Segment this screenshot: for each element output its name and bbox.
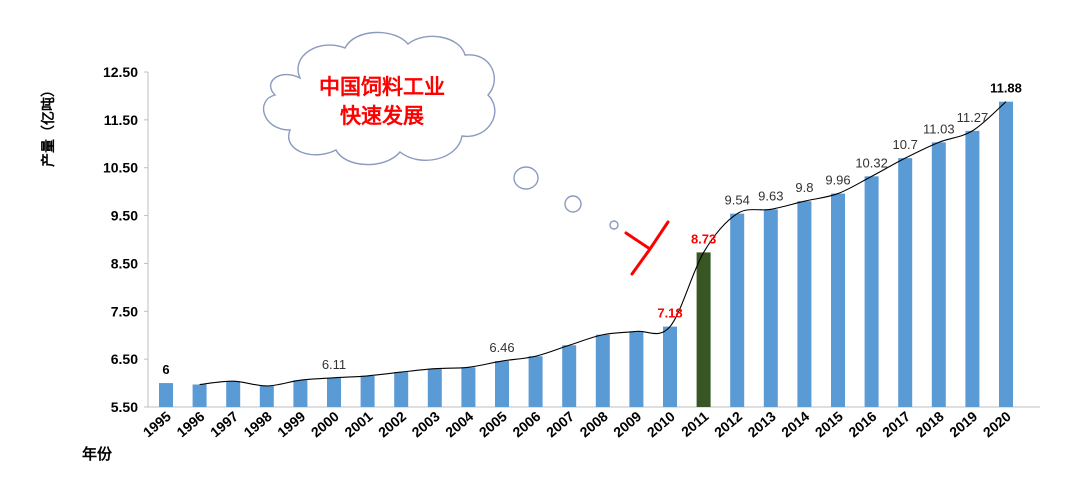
thought-bubble-medium	[564, 195, 582, 213]
thought-cloud-annotation: 中国饲料工业 快速发展	[263, 31, 670, 276]
cloud-text-line-1: 中国饲料工业	[319, 75, 445, 99]
x-tick-label-1999: 1999	[274, 408, 308, 440]
data-label-1995: 6	[162, 362, 169, 377]
bar-2009	[629, 331, 644, 407]
bar-2020	[999, 101, 1013, 408]
bar-highlight-2011	[696, 252, 711, 407]
bar-2007	[562, 345, 577, 407]
y-tick-label: 8.50	[111, 255, 138, 271]
cloud-text-line-2: 快速发展	[340, 104, 424, 128]
y-tick-label: 5.50	[111, 399, 138, 415]
x-tick-label-1997: 1997	[207, 408, 241, 440]
bar-2003	[427, 368, 442, 407]
x-tick-label-2004: 2004	[442, 408, 476, 440]
y-tick-label: 7.50	[111, 303, 138, 319]
bar-1999	[293, 380, 308, 407]
bar-2002	[394, 372, 409, 407]
x-tick-label-2006: 2006	[509, 408, 543, 440]
trendline-group	[199, 101, 1007, 387]
x-tick-label-2002: 2002	[375, 408, 409, 440]
x-tick-label-1995: 1995	[140, 408, 174, 440]
data-label-2017: 10.7	[893, 137, 918, 152]
data-label-2000: 6.11	[322, 357, 346, 372]
x-tick-label-2016: 2016	[845, 408, 879, 440]
bar-2005	[495, 361, 509, 407]
y-tick-label: 10.50	[103, 160, 138, 176]
cloud-shape	[263, 31, 496, 166]
bar-2008	[595, 334, 610, 407]
y-tick-label: 12.50	[103, 64, 138, 80]
bar-2000	[327, 377, 341, 407]
data-label-2011: 8.73	[691, 231, 716, 246]
x-tick-label-2019: 2019	[946, 408, 980, 440]
data-label-2005: 6.46	[489, 340, 514, 355]
x-tick-label-1996: 1996	[173, 408, 207, 440]
breakpoint-marker	[624, 220, 670, 276]
x-tick-label-2014: 2014	[778, 408, 812, 440]
bar-2012	[730, 213, 745, 407]
bar-2018	[931, 142, 946, 407]
data-label-2020: 11.88	[990, 81, 1022, 96]
y-tick-label: 9.50	[111, 208, 138, 224]
bar-2013	[763, 209, 778, 407]
x-tick-label-2012: 2012	[711, 408, 745, 440]
data-label-2014: 9.8	[795, 180, 813, 195]
data-label-2013: 9.63	[758, 188, 783, 203]
x-tick-label-2013: 2013	[745, 408, 779, 440]
bar-2015	[831, 193, 845, 407]
x-tick-label-2000: 2000	[308, 408, 342, 440]
y-tick-label: 6.50	[111, 351, 138, 367]
bar-2010	[663, 326, 677, 407]
x-tick-labels: 1995 1996 1997 1998 1999 2000 2001 2002 2003 2004…	[140, 408, 1014, 440]
data-label-2012: 9.54	[725, 193, 750, 208]
bar-2016	[864, 176, 879, 407]
x-tick-label-2009: 2009	[610, 408, 644, 440]
y-tick-label: 11.50	[104, 112, 138, 128]
trendline	[199, 101, 1007, 387]
x-tick-label-2017: 2017	[879, 408, 913, 440]
thought-bubble-large	[513, 166, 539, 190]
data-label-2018: 11.03	[923, 121, 955, 136]
bar-2014	[797, 201, 812, 407]
x-tick-label-2007: 2007	[543, 408, 577, 440]
x-tick-label-2008: 2008	[577, 408, 611, 440]
x-tick-label-2005: 2005	[476, 408, 510, 440]
data-label-2019: 11.27	[957, 110, 989, 125]
data-labels: 6 6.11 6.46 7.18 8.73 9.54 9.63 9.8 9.96 10.32 10.…	[162, 81, 1022, 377]
thought-bubble-small	[609, 220, 619, 230]
bar-1997	[226, 381, 241, 407]
x-tick-label-2018: 2018	[913, 408, 947, 440]
bar-1996	[192, 384, 207, 407]
bar-1995	[159, 383, 173, 407]
bar-2004	[461, 367, 476, 407]
x-tick-label-2015: 2015	[812, 408, 846, 440]
x-tick-label-2011: 2011	[678, 408, 712, 440]
x-tick-label-1998: 1998	[241, 408, 275, 440]
bar-2001	[360, 375, 375, 407]
x-tick-label-2010: 2010	[644, 408, 678, 440]
bar-2019	[965, 130, 980, 407]
x-tick-label-2020: 2020	[980, 408, 1014, 440]
x-tick-label-2003: 2003	[409, 408, 443, 440]
y-tick-labels: 12.50 11.50 10.50 9.50 8.50 7.50 6.50 5.50	[103, 64, 148, 415]
data-label-2015: 9.96	[825, 173, 850, 188]
y-axis-label: 产量（亿吨）	[40, 83, 57, 167]
bars	[159, 101, 1013, 408]
bar-1998	[259, 385, 274, 407]
bar-2017	[898, 158, 913, 407]
bar-2006	[528, 356, 543, 407]
x-axis-label: 年份	[82, 445, 113, 463]
x-tick-label-2001: 2001	[341, 408, 375, 440]
data-label-2016: 10.32	[855, 155, 888, 170]
data-label-2010: 7.18	[657, 306, 682, 321]
